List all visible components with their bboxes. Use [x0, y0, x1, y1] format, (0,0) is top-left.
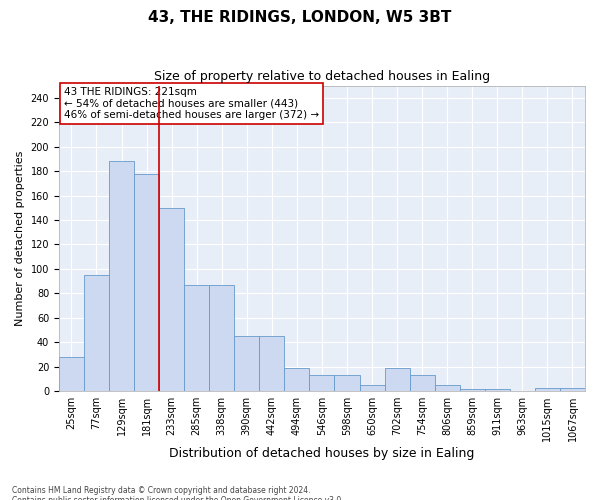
Bar [359, 385, 385, 391]
Text: 43, THE RIDINGS, LONDON, W5 3BT: 43, THE RIDINGS, LONDON, W5 3BT [148, 10, 452, 25]
Bar [535, 388, 560, 391]
Bar [410, 376, 434, 391]
Bar [184, 285, 209, 391]
Bar [84, 275, 109, 391]
Bar [159, 208, 184, 391]
Y-axis label: Number of detached properties: Number of detached properties [15, 150, 25, 326]
Bar [259, 336, 284, 391]
Bar [434, 385, 460, 391]
Bar [460, 389, 485, 391]
Bar [284, 368, 310, 391]
Bar [560, 388, 585, 391]
Text: Contains public sector information licensed under the Open Government Licence v3: Contains public sector information licen… [12, 496, 344, 500]
Bar [109, 162, 134, 391]
Text: 43 THE RIDINGS: 221sqm
← 54% of detached houses are smaller (443)
46% of semi-de: 43 THE RIDINGS: 221sqm ← 54% of detached… [64, 87, 319, 120]
Bar [334, 376, 359, 391]
Text: Contains HM Land Registry data © Crown copyright and database right 2024.: Contains HM Land Registry data © Crown c… [12, 486, 311, 495]
Bar [385, 368, 410, 391]
Title: Size of property relative to detached houses in Ealing: Size of property relative to detached ho… [154, 70, 490, 83]
Bar [59, 357, 84, 391]
Bar [134, 174, 159, 391]
Bar [485, 389, 510, 391]
Bar [209, 285, 234, 391]
Bar [234, 336, 259, 391]
Bar [310, 376, 334, 391]
X-axis label: Distribution of detached houses by size in Ealing: Distribution of detached houses by size … [169, 447, 475, 460]
